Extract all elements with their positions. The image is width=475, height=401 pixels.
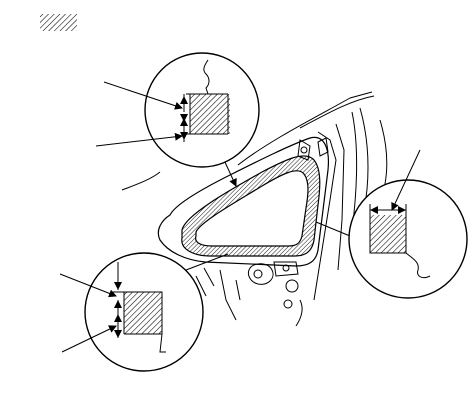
right-detail-callout (315, 149, 468, 299)
quarter-panel-outline (157, 136, 330, 267)
window-seal (181, 155, 321, 257)
lower-body-parts (195, 139, 311, 321)
top-detail-callout (144, 52, 260, 168)
body-structure (237, 91, 388, 327)
top-callout-leader (121, 159, 237, 191)
bottom-callout-leaders (59, 273, 117, 353)
bottom-left-detail-callout (84, 252, 229, 372)
top-callout-leaders (95, 81, 183, 147)
hatch-swatch-icon (40, 14, 77, 31)
